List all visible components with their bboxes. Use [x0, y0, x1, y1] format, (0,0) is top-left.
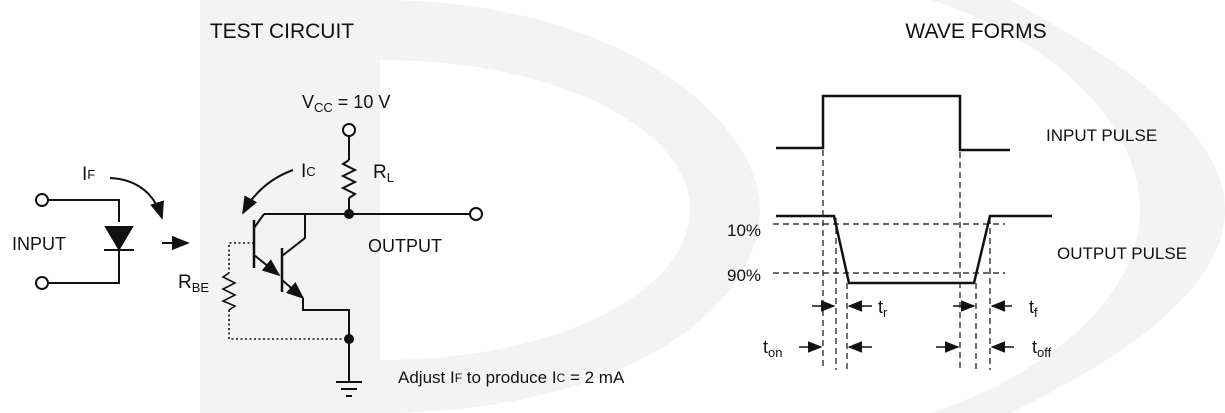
ground-icon [336, 381, 362, 397]
if-curved-arrow-icon [109, 177, 164, 220]
test-circuit-title: TEST CIRCUIT [210, 20, 354, 43]
resistor-rl-icon [340, 159, 358, 199]
ton-label: ton [763, 337, 782, 360]
input-pulse-trace [776, 94, 1010, 152]
level-90-label: 90% [727, 266, 761, 285]
ic-curved-arrow-icon [242, 169, 294, 215]
input-label: INPUT [12, 234, 66, 254]
wave-forms-title: WAVE FORMS [905, 20, 1046, 43]
output-pulse-label: OUTPUT PULSE [1057, 244, 1187, 263]
input-terminal-top [35, 193, 49, 207]
waveforms [773, 94, 1052, 370]
vcc-label: VCC = 10 V [302, 92, 390, 115]
resistor-rbe-icon [221, 272, 237, 311]
dashed-guides [773, 150, 1005, 370]
tr-label: tr [878, 297, 888, 320]
rl-label: RL [373, 162, 394, 185]
if-label: IF [82, 164, 95, 185]
adjust-note: Adjust IF to produce IC = 2 mA [398, 368, 625, 387]
output-terminal [469, 207, 483, 221]
input-wire-top [48, 199, 120, 222]
led-diode-icon [104, 226, 134, 251]
output-pulse-trace [776, 214, 1052, 285]
waveform-labels: INPUT PULSE OUTPUT PULSE 10% 90% tr tf t… [727, 126, 1187, 360]
ic-label: IC [301, 161, 316, 182]
resistor-rbe-dotted [228, 242, 349, 340]
input-wire-bottom [48, 251, 120, 284]
circuit-labels: VCC = 10 V RL IC IF RBE INPUT OUTPUT Adj… [12, 92, 625, 387]
tf-label: tf [1029, 297, 1038, 320]
input-pulse-label: INPUT PULSE [1046, 126, 1157, 145]
watermark-background [200, 0, 1225, 413]
transistor-2-emitter [281, 279, 305, 300]
toff-label: toff [1032, 337, 1052, 360]
level-10-label: 10% [727, 221, 761, 240]
rbe-label: RBE [178, 272, 209, 295]
test-circuit [35, 123, 483, 397]
transistor-1-emitter [253, 254, 281, 277]
vcc-terminal [342, 123, 356, 137]
timing-arrows [799, 300, 1014, 353]
input-terminal-bottom [35, 276, 49, 290]
output-label: OUTPUT [368, 236, 442, 256]
